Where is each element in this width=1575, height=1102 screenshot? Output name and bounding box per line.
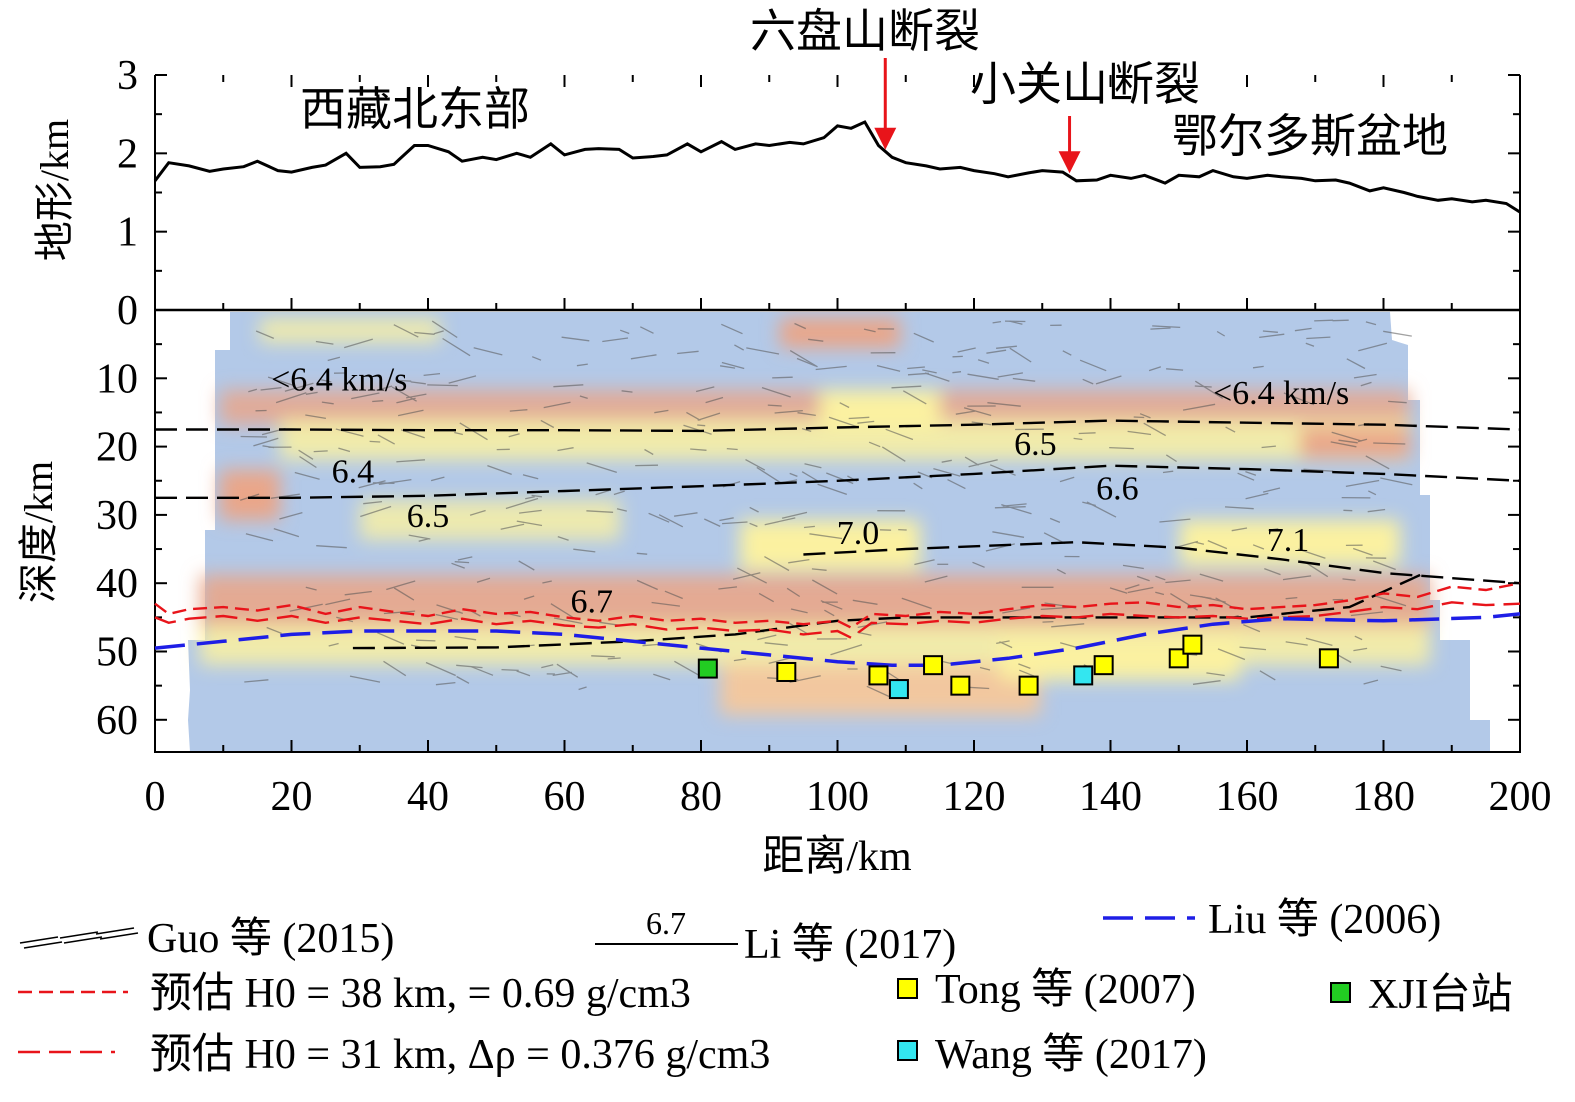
fault-arrow-head bbox=[1058, 151, 1081, 174]
topo-y-tick-label: 2 bbox=[117, 131, 138, 177]
xlabel: 距离/km bbox=[762, 833, 912, 880]
region-label-ordos: 鄂尔多斯盆地 bbox=[1172, 111, 1448, 162]
legend-est31: 预估 H0 = 31 km, Δρ = 0.376 g/cm3 bbox=[150, 1032, 770, 1078]
depth-y-tick-label: 50 bbox=[96, 630, 138, 676]
legend-xji-symbol bbox=[1330, 982, 1351, 1003]
legend-est38: 预估 H0 = 38 km, = 0.69 g/cm3 bbox=[150, 971, 691, 1017]
velocity-label: 6.5 bbox=[1014, 426, 1057, 463]
legend-wang: Wang 等 (2017) bbox=[935, 1032, 1207, 1078]
xji-marker bbox=[697, 658, 718, 679]
wang-marker bbox=[888, 679, 909, 700]
tong-marker bbox=[868, 665, 889, 686]
moho-estimate-31km bbox=[154, 601, 1521, 640]
x-tick-label: 120 bbox=[943, 774, 1006, 820]
tong-marker bbox=[1318, 648, 1339, 669]
legend-xji: XJI台站 bbox=[1368, 972, 1513, 1018]
axis-ticks bbox=[154, 74, 1521, 752]
tong-marker bbox=[1018, 675, 1039, 696]
legend-li: Li 等 (2017) bbox=[744, 922, 956, 968]
liu-moho-line bbox=[154, 612, 1521, 667]
tong-marker bbox=[776, 661, 797, 682]
station-markers bbox=[697, 634, 1339, 700]
guo-reflection-lines bbox=[239, 319, 1413, 698]
topo-y-tick-label: 1 bbox=[117, 210, 138, 256]
x-tick-label: 200 bbox=[1489, 774, 1552, 820]
li-contour-line bbox=[803, 540, 1521, 585]
depth-y-tick-label: 40 bbox=[96, 561, 138, 607]
li-contour-line bbox=[155, 464, 1521, 499]
depth-y-tick-label: 30 bbox=[96, 493, 138, 539]
velocity-label: 6.5 bbox=[407, 498, 450, 535]
legend-guo: Guo 等 (2015) bbox=[147, 916, 394, 962]
legend: Guo 等 (2015) 6.7 Li 等 (2017) Liu 等 (2006… bbox=[18, 897, 1513, 1078]
region-label-tibet: 西藏北东部 bbox=[300, 84, 530, 135]
velocity-label: 6.7 bbox=[571, 583, 614, 620]
tong-marker bbox=[923, 655, 944, 676]
fault-arrow-head bbox=[874, 127, 897, 150]
x-tick-label: 80 bbox=[680, 774, 722, 820]
legend-wang-symbol bbox=[897, 1040, 918, 1061]
topo-y-tick-label: 3 bbox=[117, 53, 138, 99]
legend-tong: Tong 等 (2007) bbox=[935, 967, 1196, 1013]
fault-arrows bbox=[874, 58, 1081, 174]
moho-estimate-38km bbox=[154, 582, 1521, 629]
velocity-label: <6.4 km/s bbox=[1213, 375, 1349, 412]
x-tick-label: 160 bbox=[1216, 774, 1279, 820]
velocity-label: 7.1 bbox=[1267, 522, 1310, 559]
tong-marker bbox=[950, 675, 971, 696]
legend-guo-symbol bbox=[19, 927, 139, 949]
x-tick-label: 0 bbox=[145, 774, 166, 820]
tong-marker bbox=[1093, 655, 1114, 676]
velocity-label: 6.4 bbox=[332, 454, 375, 491]
tong-marker bbox=[1182, 634, 1203, 655]
li-velocity-contours bbox=[155, 419, 1521, 650]
legend-li-value: 6.7 bbox=[646, 905, 686, 941]
x-tick-label: 180 bbox=[1352, 774, 1415, 820]
topography-line bbox=[153, 120, 1521, 214]
legend-liu: Liu 等 (2006) bbox=[1208, 897, 1441, 943]
x-tick-label: 100 bbox=[806, 774, 869, 820]
velocity-label: <6.4 km/s bbox=[271, 361, 407, 398]
fault-label-liupanshan: 六盘山断裂 bbox=[750, 6, 980, 57]
li-contour-line bbox=[155, 419, 1521, 433]
x-tick-label: 140 bbox=[1079, 774, 1142, 820]
fault-label-xiaoguanshan: 小关山断裂 bbox=[970, 59, 1200, 110]
topo-ylabel: 地形/km bbox=[32, 119, 77, 261]
velocity-label: 6.6 bbox=[1096, 471, 1139, 508]
depth-y-tick-label: 0 bbox=[117, 288, 138, 334]
depth-y-tick-label: 60 bbox=[96, 698, 138, 744]
x-tick-label: 40 bbox=[407, 774, 449, 820]
legend-tong-symbol bbox=[897, 978, 918, 999]
velocity-labels: <6.4 km/s <6.4 km/s 6.5 6.4 6.6 6.5 7.0 7.1 6.7 bbox=[271, 361, 1349, 620]
li-contour-line bbox=[352, 571, 1425, 650]
velocity-label: 7.0 bbox=[837, 515, 880, 552]
x-tick-label: 60 bbox=[544, 774, 586, 820]
depth-ylabel: 深度/km bbox=[16, 461, 61, 603]
x-tick-label: 20 bbox=[271, 774, 313, 820]
wang-marker bbox=[1073, 665, 1094, 686]
depth-y-tick-label: 20 bbox=[96, 425, 138, 471]
depth-y-tick-label: 10 bbox=[96, 356, 138, 402]
tick-labels: 0 20 40 60 80 100 120 140 160 180 2001230102030405… bbox=[96, 53, 1552, 820]
